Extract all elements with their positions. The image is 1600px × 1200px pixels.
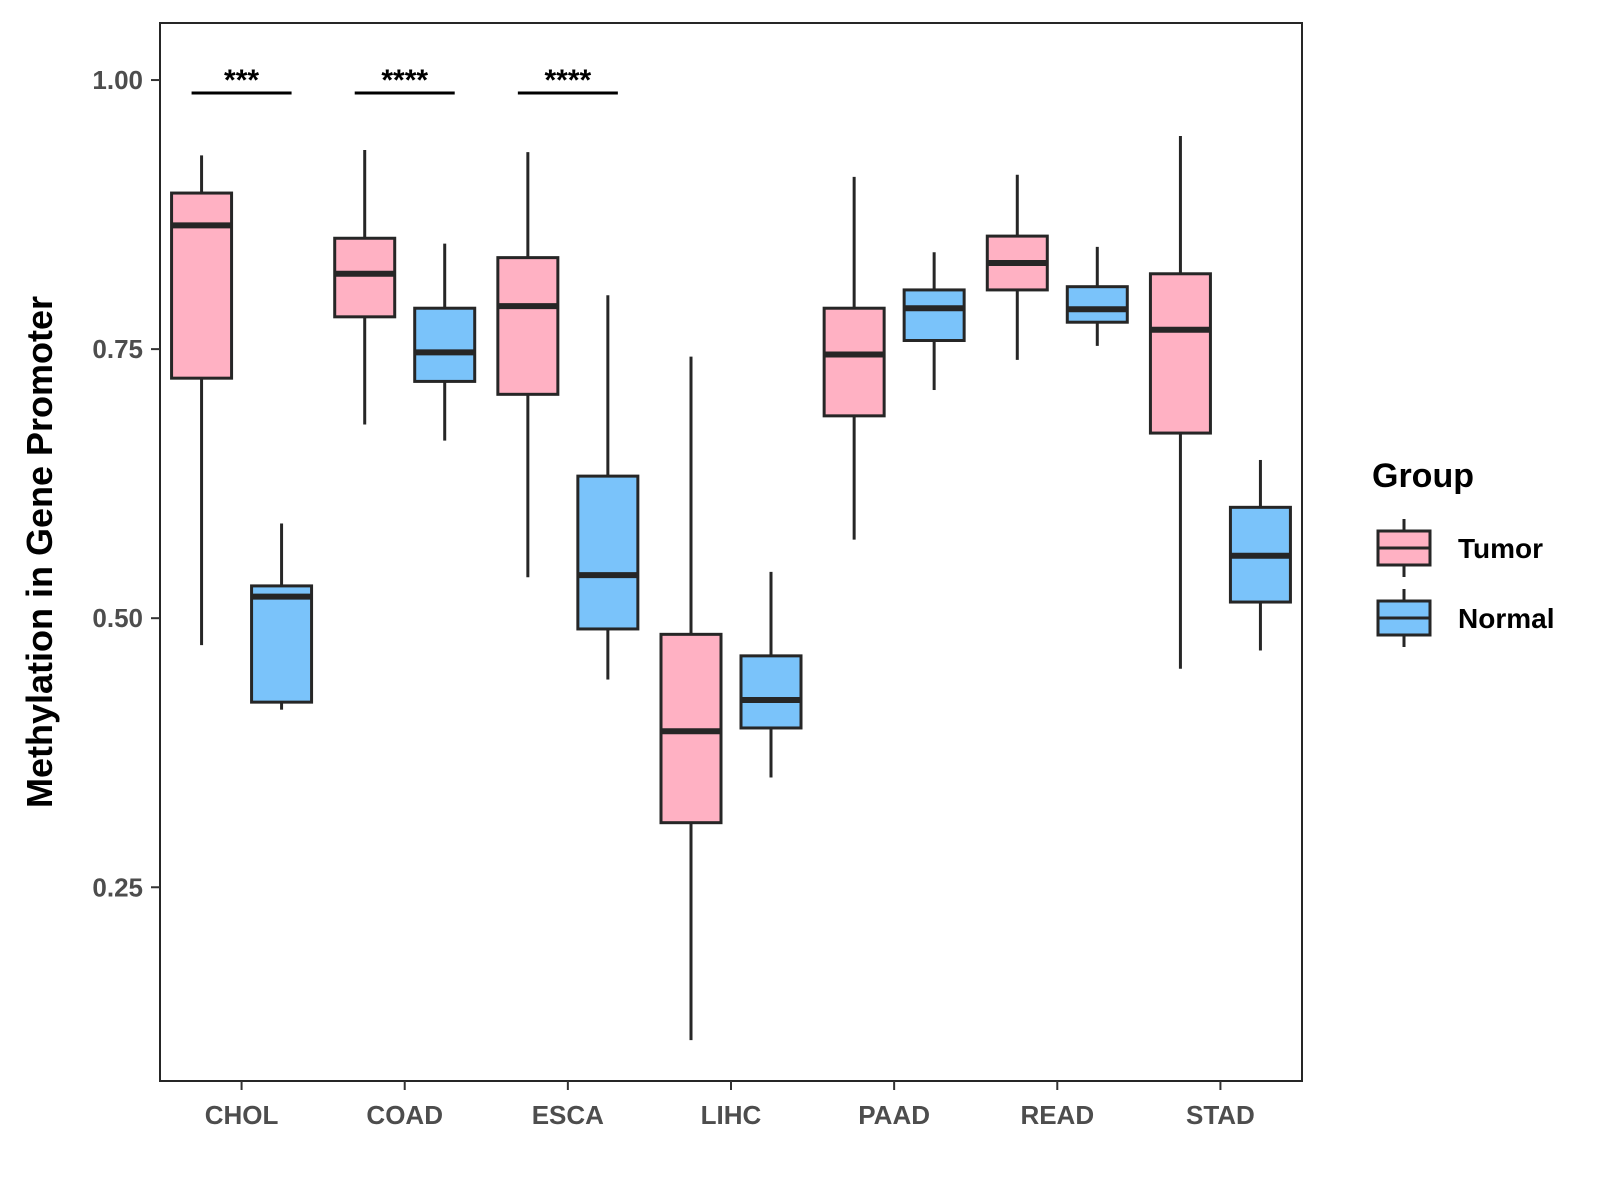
legend-item-tumor: Tumor xyxy=(1376,519,1543,577)
box-body-paad-normal xyxy=(902,288,966,343)
significance-label-coad: **** xyxy=(381,64,428,97)
box-body-coad-tumor xyxy=(333,236,397,319)
box-body-chol-tumor xyxy=(170,191,234,380)
box-lihc-normal xyxy=(739,571,803,778)
box-read-normal xyxy=(1065,246,1129,346)
x-tick-label-chol: CHOL xyxy=(205,1100,279,1130)
y-tick-label: 0.75 xyxy=(92,334,143,364)
box-stad-normal xyxy=(1228,459,1292,651)
box-body-stad-tumor xyxy=(1148,272,1212,435)
box-body-read-normal xyxy=(1065,285,1129,324)
legend-label-tumor: Tumor xyxy=(1458,533,1543,564)
box-body-esca-normal xyxy=(576,474,640,631)
y-axis-title: Methylation in Gene Promoter xyxy=(19,296,60,808)
annotation-layer: *** **** **** xyxy=(191,64,618,97)
x-tick-label-coad: COAD xyxy=(366,1100,443,1130)
box-body-chol-normal xyxy=(250,584,314,704)
box-esca-normal xyxy=(576,295,640,680)
legend-title: Group xyxy=(1372,457,1474,495)
box-stad-tumor xyxy=(1148,136,1212,669)
box-body-esca-tumor xyxy=(496,256,560,396)
legend-item-normal: Normal xyxy=(1376,589,1554,647)
axis-layer: 0.25 0.50 0.75 1.00 CHOL COAD ESCA LIHC PAAD READ… xyxy=(92,65,1254,1130)
y-tick-label: 0.25 xyxy=(92,872,143,902)
box-coad-normal xyxy=(413,243,477,441)
x-tick-label-paad: PAAD xyxy=(858,1100,930,1130)
x-tick-label-esca: ESCA xyxy=(532,1100,604,1130)
box-lihc-tumor xyxy=(659,356,723,1041)
legend-label-normal: Normal xyxy=(1458,603,1554,634)
box-body-lihc-normal xyxy=(739,654,803,730)
box-paad-normal xyxy=(902,252,966,391)
y-tick-label: 1.00 xyxy=(92,65,143,95)
box-chol-normal xyxy=(250,523,314,710)
box-paad-tumor xyxy=(822,176,886,540)
significance-label-esca: **** xyxy=(545,64,592,97)
boxes-layer xyxy=(170,136,1292,1041)
box-coad-tumor xyxy=(333,150,397,425)
box-esca-tumor xyxy=(496,152,560,578)
y-tick-label: 0.50 xyxy=(92,603,143,633)
box-body-coad-normal xyxy=(413,306,477,383)
x-tick-label-read: READ xyxy=(1020,1100,1094,1130)
legend: Group Tumor Normal xyxy=(1372,457,1554,647)
box-body-paad-tumor xyxy=(822,306,886,418)
box-chol-tumor xyxy=(170,155,234,646)
x-tick-label-lihc: LIHC xyxy=(701,1100,762,1130)
box-read-tumor xyxy=(985,174,1049,360)
significance-label-chol: *** xyxy=(224,64,259,97)
x-tick-label-stad: STAD xyxy=(1186,1100,1255,1130)
